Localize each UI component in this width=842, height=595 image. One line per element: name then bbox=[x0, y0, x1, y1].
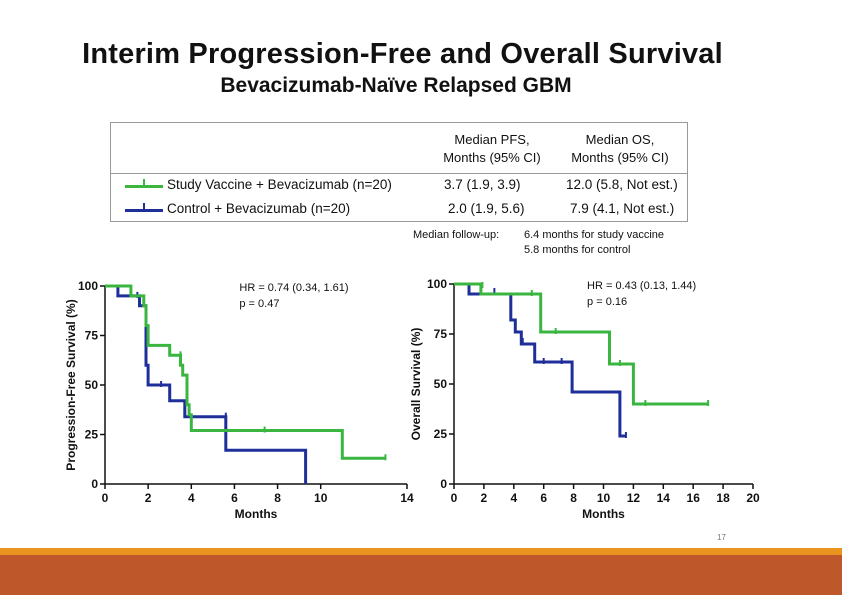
os-x-tick-label: 8 bbox=[570, 491, 577, 505]
os-y-tick-label: 75 bbox=[434, 327, 448, 341]
pfs-x-tick-label: 8 bbox=[274, 491, 281, 505]
os-header-line1: Median OS, bbox=[585, 132, 655, 147]
os-header-line2: Months (95% CI) bbox=[571, 150, 669, 165]
pfs-p-value: p = 0.47 bbox=[239, 298, 279, 310]
os-hazard-ratio: HR = 0.43 (0.13, 1.44) bbox=[587, 280, 696, 292]
pfs-x-tick-label: 4 bbox=[188, 491, 195, 505]
followup-label: Median follow-up: bbox=[413, 229, 500, 241]
control-row-label: Control + Bevacizumab (n=20) bbox=[167, 201, 351, 216]
followup-vaccine: 6.4 months for study vaccine bbox=[524, 229, 665, 241]
table-row-control: Control + Bevacizumab (n=20) 2.0 (1.9, 5… bbox=[111, 199, 687, 221]
vaccine-legend-tick bbox=[143, 179, 145, 188]
os-x-tick-label: 6 bbox=[540, 491, 547, 505]
pfs-header-line1: Median PFS, bbox=[454, 132, 530, 147]
pfs-y-tick-label: 50 bbox=[85, 378, 99, 392]
pfs-y-tick-label: 100 bbox=[78, 279, 98, 293]
os-x-tick-label: 2 bbox=[481, 491, 488, 505]
pfs-column-header: Median PFS, Months (95% CI) bbox=[417, 131, 567, 167]
os-y-tick-label: 50 bbox=[434, 377, 448, 391]
os-vaccine-curve bbox=[454, 282, 709, 406]
os-y-axis-label: Overall Survival (%) bbox=[409, 328, 423, 441]
os-y-tick-label: 100 bbox=[427, 277, 447, 291]
os-x-tick-label: 0 bbox=[451, 491, 458, 505]
footer-band-orange bbox=[0, 548, 842, 555]
slide-subtitle: Bevacizumab-Naïve Relapsed GBM bbox=[220, 74, 572, 97]
pfs-y-tick-label: 75 bbox=[85, 329, 99, 343]
table-divider bbox=[111, 173, 687, 174]
pfs-header-line2: Months (95% CI) bbox=[443, 150, 541, 165]
pfs-x-tick-label: 14 bbox=[400, 491, 414, 505]
os-y-tick-label: 0 bbox=[440, 477, 447, 491]
os-p-value: p = 0.16 bbox=[587, 296, 627, 308]
pfs-km-chart: 0 25 50 75 100 0 2 4 6 8 10 14 Months Progression-Fre… bbox=[64, 279, 414, 521]
control-row-pfs: 2.0 (1.9, 5.6) bbox=[448, 201, 525, 216]
followup-control: 5.8 months for control bbox=[524, 244, 631, 256]
pfs-x-tick-label: 10 bbox=[314, 491, 328, 505]
pfs-y-axis-label: Progression-Free Survival (%) bbox=[64, 299, 78, 470]
control-row-os: 7.9 (4.1, Not est.) bbox=[570, 201, 675, 216]
os-x-tick-label: 12 bbox=[627, 491, 641, 505]
vaccine-row-pfs: 3.7 (1.9, 3.9) bbox=[444, 177, 521, 192]
control-legend-tick bbox=[143, 203, 145, 212]
table-row-vaccine: Study Vaccine + Bevacizumab (n=20) 3.7 (… bbox=[111, 175, 687, 197]
pfs-y-tick-label: 0 bbox=[91, 477, 98, 491]
pfs-y-tick-label: 25 bbox=[85, 428, 99, 442]
os-km-chart: 0 25 50 75 100 0 2 4 6 8 10 12 14 16 18 20 Months Overall… bbox=[409, 277, 760, 521]
os-x-tick-label: 10 bbox=[597, 491, 611, 505]
footer-band-rust bbox=[0, 555, 842, 595]
os-x-tick-label: 14 bbox=[657, 491, 671, 505]
os-x-tick-label: 4 bbox=[510, 491, 517, 505]
pfs-x-tick-label: 2 bbox=[145, 491, 152, 505]
os-x-tick-label: 20 bbox=[746, 491, 760, 505]
os-x-axis-label: Months bbox=[582, 507, 625, 521]
pfs-x-tick-label: 0 bbox=[102, 491, 109, 505]
median-summary-table: Median PFS, Months (95% CI) Median OS, M… bbox=[110, 122, 688, 222]
slide-title: Interim Progression-Free and Overall Sur… bbox=[82, 38, 723, 70]
pfs-x-axis-label: Months bbox=[235, 507, 278, 521]
os-x-tick-label: 18 bbox=[716, 491, 730, 505]
pfs-control-curve bbox=[105, 284, 308, 484]
os-y-tick-label: 25 bbox=[434, 427, 448, 441]
pfs-hazard-ratio: HR = 0.74 (0.34, 1.61) bbox=[239, 282, 348, 294]
vaccine-row-os: 12.0 (5.8, Not est.) bbox=[566, 177, 678, 192]
pfs-vaccine-curve bbox=[105, 284, 386, 460]
pfs-x-tick-label: 6 bbox=[231, 491, 238, 505]
page-number: 17 bbox=[717, 533, 726, 542]
os-column-header: Median OS, Months (95% CI) bbox=[555, 131, 685, 167]
vaccine-row-label: Study Vaccine + Bevacizumab (n=20) bbox=[167, 177, 392, 192]
os-x-tick-label: 16 bbox=[687, 491, 701, 505]
